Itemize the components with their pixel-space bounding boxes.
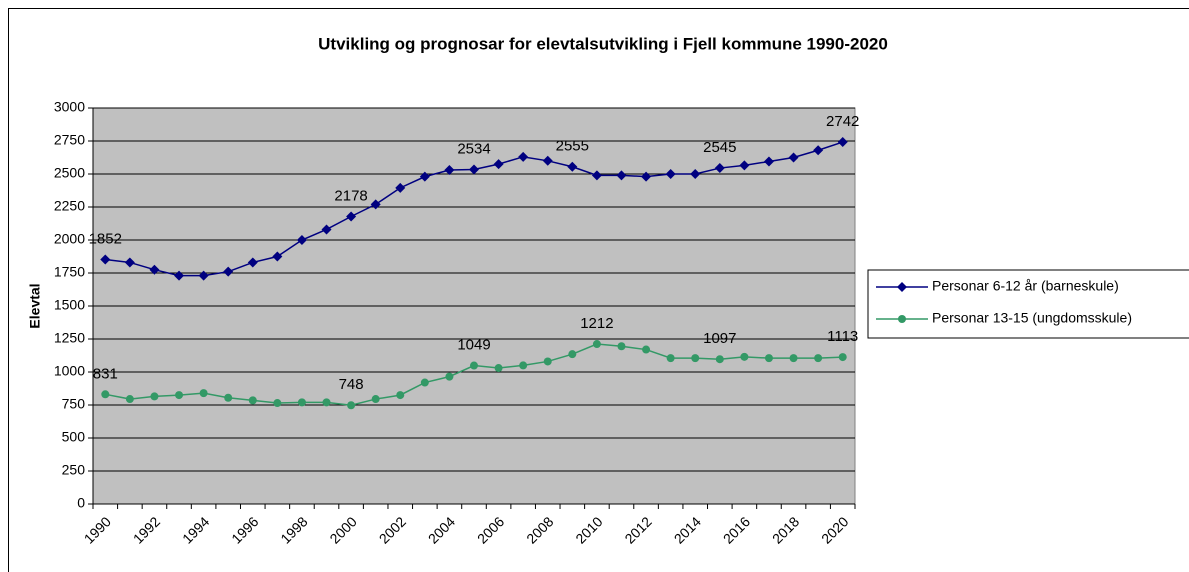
data-point xyxy=(814,354,823,363)
data-point xyxy=(469,164,479,175)
data-point xyxy=(690,169,701,179)
data-point xyxy=(542,155,553,166)
data-point xyxy=(739,160,750,171)
chart-title: Utvikling og prognosar for elevtalsutvik… xyxy=(318,34,888,53)
data-label: 1852 xyxy=(89,231,122,248)
data-point xyxy=(296,235,307,245)
data-point xyxy=(419,171,430,182)
data-point xyxy=(224,393,233,402)
y-tick-label: 1250 xyxy=(54,330,85,346)
y-axis-label: Elevtal xyxy=(27,283,43,328)
data-point xyxy=(100,254,111,265)
y-tick-label: 1500 xyxy=(54,297,85,313)
data-point xyxy=(223,266,234,277)
data-point xyxy=(543,357,552,366)
data-point xyxy=(420,378,429,387)
data-label: 2555 xyxy=(556,138,589,155)
data-point xyxy=(247,257,258,268)
data-point xyxy=(395,182,406,193)
data-label: 2534 xyxy=(457,140,490,157)
data-point xyxy=(346,211,357,222)
data-point xyxy=(493,159,504,170)
data-point xyxy=(567,161,578,172)
legend-marker xyxy=(897,282,907,292)
data-point xyxy=(764,354,773,363)
y-tick-label: 1750 xyxy=(54,264,85,280)
y-tick-label: 3000 xyxy=(54,99,85,115)
data-point xyxy=(591,170,602,181)
legend-box xyxy=(867,269,1189,339)
data-label: 1113 xyxy=(827,328,858,345)
data-point xyxy=(470,361,478,370)
data-label: 831 xyxy=(93,365,118,382)
data-point xyxy=(691,354,700,363)
data-point xyxy=(715,355,724,364)
y-tick-label: 2250 xyxy=(54,198,85,214)
data-label: 748 xyxy=(339,376,364,393)
data-point xyxy=(666,354,675,363)
y-tick-label: 2000 xyxy=(54,231,85,247)
data-point xyxy=(273,399,282,408)
data-point xyxy=(518,151,529,162)
data-point xyxy=(101,390,110,399)
data-point xyxy=(272,251,283,262)
data-point xyxy=(297,398,306,407)
data-point xyxy=(665,169,676,179)
data-point xyxy=(616,170,627,181)
y-tick-label: 250 xyxy=(62,462,86,478)
data-label: 1212 xyxy=(580,315,613,332)
data-point xyxy=(347,401,356,410)
data-label: 1049 xyxy=(457,337,490,354)
data-point xyxy=(321,224,332,235)
data-point xyxy=(445,372,454,381)
y-tick-label: 1000 xyxy=(54,363,85,379)
data-point xyxy=(174,270,185,281)
data-point xyxy=(789,354,798,363)
data-point xyxy=(641,171,652,182)
data-point xyxy=(519,361,528,370)
data-point xyxy=(592,340,601,349)
data-point xyxy=(444,165,455,176)
data-point xyxy=(175,391,184,400)
data-point xyxy=(642,345,651,354)
data-point xyxy=(198,270,209,281)
data-point xyxy=(837,137,848,148)
legend-label: Personar 13-15 (ungdomsskule) xyxy=(932,310,1132,326)
data-point xyxy=(396,391,405,400)
data-label: 2742 xyxy=(826,113,859,130)
y-tick-label: 2750 xyxy=(54,132,85,148)
y-tick-label: 500 xyxy=(62,429,86,445)
data-label: 2545 xyxy=(703,139,736,156)
legend-label: Personar 6-12 år (barneskule) xyxy=(932,278,1119,294)
data-point xyxy=(763,156,774,167)
data-point xyxy=(813,145,824,156)
y-tick-label: 2500 xyxy=(54,165,85,181)
data-point xyxy=(370,199,381,210)
data-point xyxy=(149,264,160,275)
data-point xyxy=(248,396,257,405)
data-point xyxy=(322,398,331,407)
data-point xyxy=(740,352,749,361)
data-point xyxy=(788,152,799,163)
legend-marker xyxy=(898,315,906,323)
data-point xyxy=(199,389,208,398)
data-label: 2178 xyxy=(334,187,367,204)
data-point xyxy=(150,392,159,401)
data-point xyxy=(494,364,503,373)
data-point xyxy=(124,257,135,268)
data-point xyxy=(838,353,847,362)
y-tick-label: 750 xyxy=(62,396,86,412)
data-point xyxy=(714,163,725,174)
data-point xyxy=(371,395,380,404)
data-point xyxy=(617,342,626,351)
data-point xyxy=(125,395,134,404)
y-tick-label: 0 xyxy=(77,495,85,511)
data-label: 1097 xyxy=(703,330,736,347)
data-point xyxy=(568,350,577,359)
